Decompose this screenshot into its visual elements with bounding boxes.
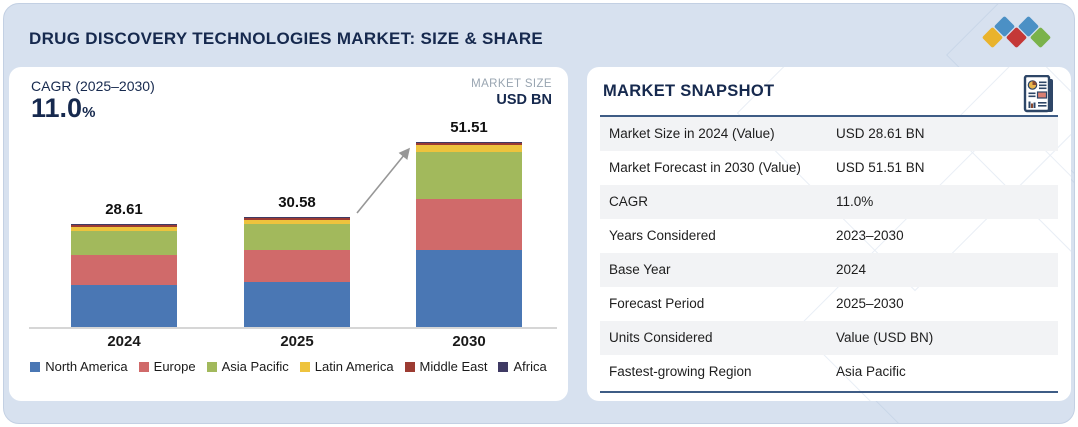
legend-item-latin-america: Latin America (299, 359, 394, 374)
bar-segment-asia-pacific (71, 230, 177, 256)
table-row: Fastest-growing Region Asia Pacific (600, 355, 1058, 389)
legend-swatch-icon (206, 361, 217, 372)
cagr-block: CAGR (2025–2030) 11.0% (31, 78, 155, 122)
bar-segment-middle-east (71, 224, 177, 227)
stacked-bar-2024 (71, 224, 177, 327)
legend-label: Middle East (419, 359, 488, 374)
row-value: USD 28.61 BN (836, 126, 925, 141)
cagr-percent-sign: % (82, 104, 96, 121)
bar-segment-africa (71, 224, 177, 225)
brand-logo-icon (981, 15, 1052, 53)
bar-value-label: 30.58 (278, 193, 316, 211)
report-document-icon (1023, 75, 1053, 113)
chart-legend: North America Europe Asia Pacific Latin Ame… (9, 359, 568, 374)
x-axis-label: 2024 (107, 333, 141, 350)
legend-item-africa: Africa (498, 359, 547, 374)
legend-item-north-america: North America (30, 359, 128, 374)
legend-label: Asia Pacific (221, 359, 289, 374)
bar-value-label: 28.61 (105, 201, 143, 219)
legend-item-middle-east: Middle East (404, 359, 488, 374)
bar-segment-europe (416, 198, 522, 251)
bar-segment-asia-pacific (416, 152, 522, 199)
bar-segment-middle-east (244, 217, 350, 221)
outer-panel: DRUG DISCOVERY TECHNOLOGIES MARKET: SIZE… (3, 3, 1075, 424)
bar-segment-latin-america (244, 220, 350, 225)
table-row: Years Considered 2023–2030 (600, 219, 1058, 253)
bar-segment-asia-pacific (244, 224, 350, 251)
legend-swatch-icon (498, 361, 509, 372)
bar-segment-north-america (244, 281, 350, 327)
cagr-label: CAGR (2025–2030) (31, 78, 155, 94)
cagr-number: 11.0 (31, 93, 83, 123)
row-label: Market Forecast in 2030 (Value) (609, 160, 801, 175)
bar-segment-latin-america (71, 226, 177, 231)
bar-segment-africa (416, 141, 522, 143)
bar-value-label: 51.51 (450, 118, 488, 136)
table-row: Units Considered Value (USD BN) (600, 321, 1058, 355)
market-chart-card: CAGR (2025–2030) 11.0% MARKET SIZE USD B… (9, 67, 568, 401)
legend-swatch-icon (299, 361, 310, 372)
row-value: 2024 (836, 262, 867, 277)
row-value: 2023–2030 (836, 228, 904, 243)
table-row: Forecast Period 2025–2030 (600, 287, 1058, 321)
bar-segment-africa (244, 216, 350, 218)
row-label: CAGR (609, 194, 649, 209)
page-title: DRUG DISCOVERY TECHNOLOGIES MARKET: SIZE… (29, 29, 544, 48)
table-row: CAGR 11.0% (600, 185, 1058, 219)
row-label: Units Considered (609, 330, 713, 345)
bar-segment-north-america (71, 284, 177, 327)
row-label: Market Size in 2024 (Value) (609, 126, 775, 141)
stacked-bar-2030 (416, 141, 522, 327)
stacked-bar-plot: 28.61 2024 30.58 2025 51.51 2030 (29, 119, 557, 350)
cagr-value: 11.0% (31, 94, 155, 122)
table-row: Base Year 2024 (600, 253, 1058, 287)
row-value: Asia Pacific (836, 364, 906, 379)
legend-item-asia-pacific: Asia Pacific (206, 359, 289, 374)
snapshot-title: MARKET SNAPSHOT (603, 82, 775, 100)
bar-segment-europe (244, 250, 350, 282)
legend-label: Europe (153, 359, 196, 374)
x-axis-label: 2030 (452, 333, 486, 350)
row-value: 11.0% (836, 194, 874, 209)
legend-label: Africa (513, 359, 547, 374)
table-row: Market Size in 2024 (Value) USD 28.61 BN (600, 117, 1058, 151)
legend-label: North America (45, 359, 128, 374)
bar-segment-europe (71, 255, 177, 285)
legend-swatch-icon (138, 361, 149, 372)
row-value: 2025–2030 (836, 296, 904, 311)
market-snapshot-card: MARKET SNAPSHOT Market Size in 2024 (V (587, 67, 1071, 401)
market-size-block: MARKET SIZE USD BN (471, 78, 552, 108)
snapshot-table: Market Size in 2024 (Value) USD 28.61 BN M… (600, 117, 1058, 389)
legend-item-europe: Europe (138, 359, 196, 374)
bar-segment-north-america (416, 250, 522, 327)
row-value: Value (USD BN) (836, 330, 934, 345)
row-value: USD 51.51 BN (836, 160, 925, 175)
legend-label: Latin America (314, 359, 394, 374)
market-size-unit: USD BN (496, 92, 552, 108)
table-row: Market Forecast in 2030 (Value) USD 51.51… (600, 151, 1058, 185)
bar-segment-latin-america (416, 145, 522, 153)
stacked-bar-2025 (244, 216, 350, 327)
divider (600, 391, 1058, 393)
row-label: Years Considered (609, 228, 716, 243)
row-label: Fastest-growing Region (609, 364, 752, 379)
legend-swatch-icon (30, 361, 41, 372)
bar-segment-middle-east (416, 142, 522, 146)
legend-swatch-icon (404, 361, 415, 372)
row-label: Forecast Period (609, 296, 705, 311)
x-axis-label: 2025 (280, 333, 314, 350)
market-size-label: MARKET SIZE (471, 78, 552, 90)
divider (600, 115, 1058, 117)
row-label: Base Year (609, 262, 671, 277)
